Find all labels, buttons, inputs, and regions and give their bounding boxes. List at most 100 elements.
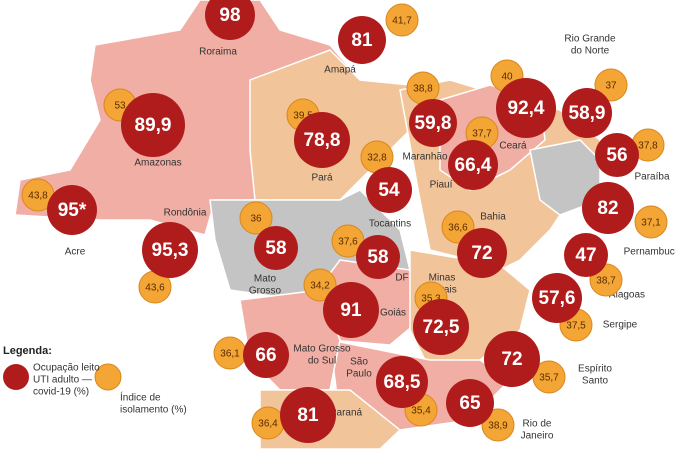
occupancy-marker	[47, 185, 97, 235]
isolation-value: 37,7	[472, 129, 492, 140]
isolation-value: 37	[605, 81, 617, 92]
occupancy-value: 81	[351, 30, 373, 51]
legend-occupancy-text: Ocupação leito	[33, 363, 100, 374]
occupancy-marker	[356, 235, 400, 279]
isolation-marker	[594, 68, 628, 102]
occupancy-value: 89,9	[135, 115, 172, 136]
occupancy-value: 92,4	[508, 98, 545, 119]
occupancy-marker	[254, 226, 298, 270]
state-name: Mato	[254, 274, 277, 285]
occupancy-value: 66,4	[455, 155, 492, 176]
occupancy-value: 47	[575, 245, 596, 266]
occupancy-marker	[409, 99, 457, 147]
occupancy-marker	[376, 356, 428, 408]
legend-occupancy-text: UTI adulto —	[33, 375, 92, 386]
occupancy-marker	[446, 379, 494, 427]
isolation-marker	[385, 3, 419, 37]
state-name: do Norte	[571, 46, 610, 57]
isolation-value: 37,1	[641, 218, 661, 229]
occupancy-value: 65	[459, 393, 481, 414]
isolation-value: 36,6	[448, 223, 468, 234]
state-name: Bahia	[480, 212, 506, 223]
occupancy-marker	[294, 112, 350, 168]
occupancy-value: 56	[606, 145, 627, 166]
state-name: Pernambuco	[624, 247, 675, 258]
occupancy-marker	[323, 282, 379, 338]
markers: Roraima 98 Amapá 41,7 81 Amazonas 53 89,9 Acre 43…	[21, 0, 675, 443]
isolation-value: 36,4	[258, 419, 278, 430]
legend-title: Legenda:	[3, 345, 52, 357]
isolation-value: 40	[501, 72, 513, 83]
occupancy-marker	[121, 93, 185, 157]
isolation-value: 38,7	[596, 276, 616, 287]
occupancy-marker	[457, 228, 507, 278]
isolation-value: 35,4	[411, 406, 431, 417]
state-name: Amazonas	[134, 158, 181, 169]
state-name: Paulo	[346, 369, 372, 380]
isolation-value: 38,8	[413, 84, 433, 95]
state-name: Janeiro	[521, 431, 554, 442]
state-name: DF	[395, 273, 408, 284]
legend-isolation-text: isolamento (%)	[120, 405, 187, 416]
state-name: Goiás	[380, 308, 406, 319]
occupancy-marker	[562, 88, 612, 138]
occupancy-value: 72	[501, 349, 522, 370]
isolation-value: 37,5	[566, 321, 586, 332]
occupancy-value: 58	[265, 238, 286, 259]
isolation-value: 38,9	[488, 421, 508, 432]
isolation-value: 36	[250, 214, 262, 225]
legend-occupancy-text: covid-19 (%)	[33, 387, 89, 398]
occupancy-marker	[564, 233, 608, 277]
state-name: Piauí	[430, 180, 453, 191]
state-name: Sergipe	[603, 320, 638, 331]
occupancy-value: 58	[367, 247, 388, 268]
occupancy-value: 59,8	[415, 113, 452, 134]
state-name: Espírito	[578, 364, 612, 375]
occupancy-marker	[338, 16, 386, 64]
isolation-value: 32,8	[367, 153, 387, 164]
occupancy-value: 58,9	[569, 103, 606, 124]
legend-occupancy-icon	[3, 364, 29, 390]
occupancy-marker	[413, 299, 469, 355]
state-name: Alagoas	[609, 290, 645, 301]
occupancy-value: 68,5	[384, 372, 421, 393]
state-name: Maranhão	[402, 152, 447, 163]
isolation-value: 37,6	[338, 237, 358, 248]
isolation-value: 43,8	[28, 191, 48, 202]
isolation-value: 35,7	[539, 373, 559, 384]
isolation-value: 37,8	[638, 141, 658, 152]
occupancy-marker	[243, 332, 289, 378]
occupancy-value: 91	[340, 300, 362, 321]
isolation-marker	[239, 201, 273, 235]
state-name: Paraíba	[634, 172, 669, 183]
state-name: Pará	[311, 173, 333, 184]
state-name: Roraima	[199, 47, 237, 58]
state-name: Acre	[65, 247, 86, 258]
occupancy-marker	[582, 182, 634, 234]
occupancy-value: 72	[471, 243, 492, 264]
isolation-value: 35,3	[421, 294, 441, 305]
occupancy-marker	[532, 273, 582, 323]
occupancy-value: 54	[378, 180, 400, 201]
isolation-value: 41,7	[392, 16, 412, 27]
occupancy-value: 72,5	[423, 317, 460, 338]
occupancy-marker	[205, 0, 255, 40]
occupancy-marker	[142, 222, 198, 278]
state-name: Rio Grande	[564, 34, 616, 45]
occupancy-value: 57,6	[539, 288, 576, 309]
occupancy-value: 78,8	[304, 130, 341, 151]
occupancy-marker	[496, 78, 556, 138]
legend-isolation-text: Índice de	[120, 391, 161, 404]
occupancy-marker	[484, 331, 540, 387]
state-name: Ceará	[499, 141, 527, 152]
state-name: Minas	[429, 273, 456, 284]
state-name: Santo	[582, 376, 609, 387]
occupancy-value: 82	[597, 198, 618, 219]
isolation-marker	[634, 205, 668, 239]
occupancy-value: 95*	[58, 200, 87, 221]
occupancy-value: 95,3	[152, 240, 189, 261]
occupancy-marker	[366, 167, 412, 213]
occupancy-value: 98	[219, 5, 240, 26]
